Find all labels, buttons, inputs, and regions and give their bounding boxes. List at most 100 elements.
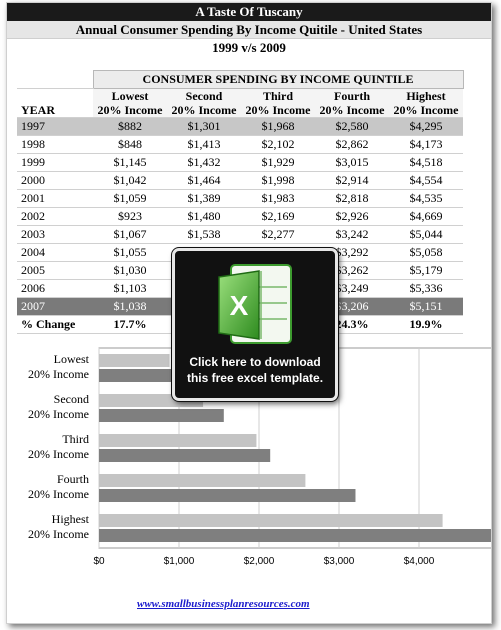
category-label-line2: 20% Income	[28, 407, 89, 421]
table-cell: $4,554	[389, 171, 463, 190]
excel-icon[interactable]: X	[213, 259, 297, 349]
bar	[99, 474, 306, 487]
row-year: 2003	[17, 225, 93, 244]
table-cell: $1,030	[93, 261, 167, 280]
table-row: 2002 $923 $1,480 $2,169 $2,926 $4,669	[17, 207, 463, 226]
table-cell: $5,058	[389, 243, 463, 262]
sheet-subtitle: Annual Consumer Spending By Income Quiti…	[7, 21, 491, 39]
table-row: 2000 $1,042 $1,464 $1,998 $2,914 $4,554	[17, 171, 463, 190]
table-cell: $1,432	[167, 153, 241, 172]
table-cell: $4,535	[389, 189, 463, 208]
column-header: Highest 20% Income	[389, 88, 463, 118]
popup-message[interactable]: Click here to download this free excel t…	[175, 354, 335, 386]
category-label-line2: 20% Income	[28, 487, 89, 501]
table-row: 1998 $848 $1,413 $2,102 $2,862 $4,173	[17, 135, 463, 154]
table-row: 2003 $1,067 $1,538 $2,277 $3,242 $5,044	[17, 225, 463, 244]
row-year: 1999	[17, 153, 93, 172]
bar	[99, 369, 183, 382]
table-row: 1997 $882 $1,301 $1,968 $2,580 $4,295	[17, 117, 463, 136]
table-cell: $4,518	[389, 153, 463, 172]
row-year: 2002	[17, 207, 93, 226]
table-row: 2001 $1,059 $1,389 $1,983 $2,818 $4,535	[17, 189, 463, 208]
category-label-line1: Second	[53, 392, 89, 406]
row-year: 1998	[17, 135, 93, 154]
bar	[99, 514, 443, 527]
x-tick-label: $2,000	[243, 556, 275, 567]
svg-text:X: X	[230, 290, 249, 321]
table-cell: $2,862	[315, 135, 389, 154]
table-cell: $1,389	[167, 189, 241, 208]
popup-line-2: this free excel template.	[186, 371, 324, 385]
column-header-line1: Fourth	[334, 89, 370, 103]
column-header: Fourth 20% Income	[315, 88, 389, 118]
category-label-line1: Lowest	[53, 352, 89, 366]
column-header: Second 20% Income	[167, 88, 241, 118]
table-cell: $1,145	[93, 153, 167, 172]
column-header-line2: 20% Income	[97, 103, 163, 117]
table-cell: $1,983	[241, 189, 315, 208]
table-cell: $3,242	[315, 225, 389, 244]
download-template-popup[interactable]: X Click here to download this free excel…	[172, 248, 338, 401]
row-year: 2005	[17, 261, 93, 280]
table-cell: $2,580	[315, 117, 389, 136]
bar	[99, 489, 356, 502]
category-label: Fourth 20% Income	[7, 472, 89, 502]
table-cell: $1,301	[167, 117, 241, 136]
table-cell: $923	[93, 207, 167, 226]
table-cell: $1,538	[167, 225, 241, 244]
category-label-line2: 20% Income	[28, 447, 89, 461]
category-label-line2: 20% Income	[28, 527, 89, 541]
table-cell: $1,464	[167, 171, 241, 190]
category-label: Second 20% Income	[7, 392, 89, 422]
column-header-line1: Second	[185, 89, 223, 103]
row-year: 2006	[17, 279, 93, 298]
table-cell: $2,914	[315, 171, 389, 190]
table-cell: $1,413	[167, 135, 241, 154]
table-cell: $2,169	[241, 207, 315, 226]
row-year: 1997	[17, 117, 93, 136]
change-cell: 19.9%	[389, 315, 463, 334]
table-cell: $1,055	[93, 243, 167, 262]
x-tick-label: $1,000	[163, 556, 195, 567]
table-cell: $882	[93, 117, 167, 136]
popup-line-1: Click here to download	[189, 355, 321, 369]
years-range: 1999 v/s 2009	[212, 40, 286, 55]
table-cell: $5,044	[389, 225, 463, 244]
table-cell: $1,998	[241, 171, 315, 190]
x-tick-label: $4,000	[403, 556, 435, 567]
table-cell: $4,295	[389, 117, 463, 136]
column-header-line1: Lowest	[111, 89, 149, 103]
column-header-line2: 20% Income	[319, 103, 385, 117]
table-cell: $1,968	[241, 117, 315, 136]
year-header: YEAR	[17, 88, 93, 118]
column-header-line2: 20% Income	[393, 103, 459, 117]
group-header: CONSUMER SPENDING BY INCOME QUINTILE	[92, 70, 464, 89]
table-cell: $2,277	[241, 225, 315, 244]
x-tick-label: $0	[93, 556, 105, 567]
bar	[99, 409, 224, 422]
change-label: % Change	[17, 315, 93, 334]
table-cell: $2,102	[241, 135, 315, 154]
x-tick-label: $3,000	[323, 556, 355, 567]
row-year: 2007	[17, 297, 93, 316]
table-cell: $2,818	[315, 189, 389, 208]
table-cell: $1,103	[93, 279, 167, 298]
table-cell: $5,336	[389, 279, 463, 298]
bar	[99, 434, 257, 447]
table-row: 1999 $1,145 $1,432 $1,929 $3,015 $4,518	[17, 153, 463, 172]
bar	[99, 529, 491, 542]
table-cell: $1,480	[167, 207, 241, 226]
table-cell: $5,151	[389, 297, 463, 316]
category-label-line1: Highest	[51, 512, 89, 526]
table-cell: $5,179	[389, 261, 463, 280]
category-label-line1: Fourth	[56, 472, 89, 486]
table-cell: $848	[93, 135, 167, 154]
category-label: Highest 20% Income	[7, 512, 89, 542]
category-label-line2: 20% Income	[28, 367, 89, 381]
table-cell: $1,042	[93, 171, 167, 190]
website-link[interactable]: www.smallbusinessplanresources.com	[137, 598, 310, 610]
column-header-line2: 20% Income	[245, 103, 311, 117]
category-label: Third 20% Income	[7, 432, 89, 462]
column-header-line1: Third	[262, 89, 293, 103]
row-year: 2000	[17, 171, 93, 190]
